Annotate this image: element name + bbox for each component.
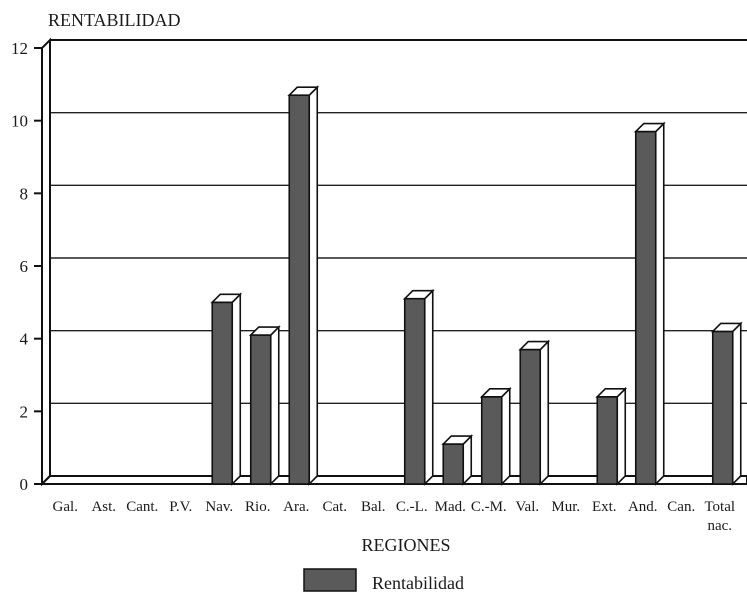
bar-front — [480, 395, 503, 485]
x-tick-label: Ext. — [592, 499, 617, 515]
bar-side — [269, 325, 280, 486]
bar — [210, 292, 243, 486]
x-tick-label: Rio. — [245, 499, 270, 515]
x-tick-label: Ara. — [283, 499, 309, 515]
bar-front — [634, 130, 657, 485]
bar-top — [479, 388, 512, 398]
y-axis-title: RENTABILIDAD — [48, 10, 181, 30]
bar-side — [500, 386, 511, 486]
y-tick-label: 0 — [20, 475, 29, 494]
bar — [479, 386, 512, 486]
bar-top — [595, 388, 628, 398]
legend-swatch — [303, 568, 357, 592]
bar — [633, 121, 666, 486]
x-tick-label: And. — [628, 499, 658, 515]
bar-side — [231, 292, 242, 486]
bar-front — [519, 348, 542, 485]
x-tick-label: Cat. — [322, 499, 347, 515]
bar-side — [308, 85, 319, 486]
legend-label: Rentabilidad — [372, 573, 464, 593]
x-tick-label: Gal. — [53, 499, 78, 515]
y-tick-label: 8 — [20, 184, 29, 203]
x-tick-label: Total nac. — [704, 499, 735, 534]
x-tick-label: P.V. — [169, 499, 192, 515]
x-tick-label: Cant. — [126, 499, 158, 515]
bar-top — [518, 340, 551, 351]
bar — [710, 321, 743, 486]
x-axis-title: REGIONES — [362, 535, 451, 555]
x-tick-label: Can. — [667, 499, 695, 515]
bars-layer — [210, 85, 743, 486]
bar-side — [616, 386, 627, 486]
bar-front — [711, 330, 734, 485]
bar — [248, 325, 281, 486]
bar-front — [249, 334, 272, 485]
x-tick-label: Val. — [515, 499, 539, 515]
y-tick-label: 6 — [20, 257, 29, 276]
x-tick-label: Nav. — [205, 499, 233, 515]
bar-top — [287, 86, 320, 97]
x-tick-label: Ast. — [91, 499, 116, 515]
labels-layer: 0 2 4 6 8 10 12 Gal. Ast. Cant. P.V. Nav. Rio. Ara. Ca… — [11, 39, 735, 534]
bar — [287, 85, 320, 486]
bar-side — [731, 321, 742, 486]
bar-side — [539, 339, 550, 486]
bar-top — [210, 293, 243, 304]
bar-side — [654, 121, 665, 486]
bar-front — [403, 297, 426, 485]
bar-front — [442, 443, 465, 485]
y-tick-label: 10 — [11, 112, 28, 131]
x-tick-label: Mad. — [435, 499, 466, 515]
bar-top — [633, 122, 666, 133]
y-tick-label: 2 — [20, 402, 29, 421]
bar-front — [596, 395, 619, 485]
x-tick-label: C.-M. — [471, 499, 507, 515]
bar-front — [288, 94, 311, 485]
bar-top — [710, 322, 743, 333]
bar — [402, 288, 435, 486]
side-wall — [41, 37, 51, 487]
x-tick-label: Mur. — [551, 499, 580, 515]
y-tick-label: 12 — [11, 39, 28, 58]
bar-top — [441, 435, 474, 445]
legend: Rentabilidad — [303, 568, 464, 593]
bar-top — [248, 326, 281, 336]
x-tick-label: Bal. — [361, 499, 386, 515]
bar-top — [402, 289, 435, 300]
bar-front — [211, 301, 234, 485]
bar — [595, 386, 628, 486]
bar — [518, 339, 551, 486]
bar — [441, 434, 474, 486]
x-tick-label: C.-L. — [396, 499, 428, 515]
y-tick-label: 4 — [20, 330, 29, 349]
bar-side — [423, 288, 434, 486]
